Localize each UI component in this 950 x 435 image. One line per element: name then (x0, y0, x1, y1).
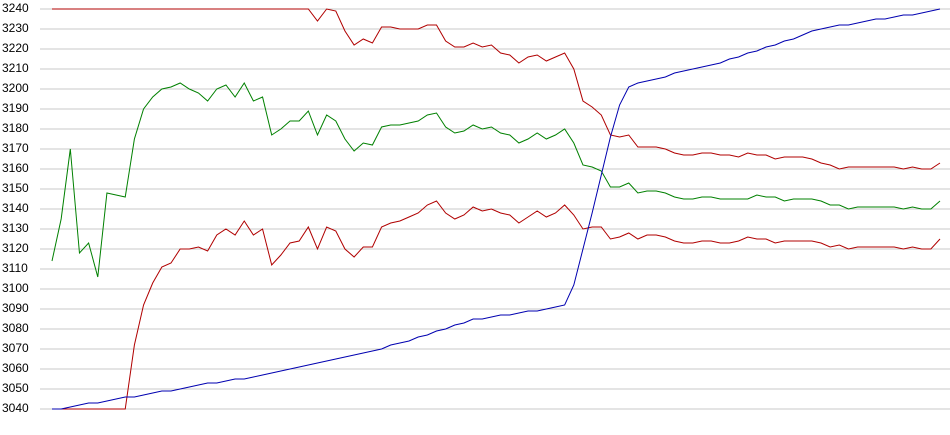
y-tick-label: 3160 (2, 161, 29, 175)
series-line (52, 8, 941, 170)
y-tick-label: 3200 (2, 81, 29, 95)
y-tick-label: 3040 (2, 401, 29, 415)
y-tick-label: 3150 (2, 181, 29, 195)
series-line (52, 8, 941, 410)
y-tick-label: 3090 (2, 301, 29, 315)
y-tick-label: 3130 (2, 221, 29, 235)
series-line (52, 200, 941, 410)
y-tick-label: 3060 (2, 361, 29, 375)
y-tick-label: 3050 (2, 381, 29, 395)
y-tick-label: 3190 (2, 101, 29, 115)
y-tick-label: 3110 (2, 261, 28, 275)
y-tick-label: 3230 (2, 21, 29, 35)
y-tick-label: 3080 (2, 321, 29, 335)
y-tick-label: 3120 (2, 241, 29, 255)
y-tick-label: 3170 (2, 141, 29, 155)
y-tick-label: 3240 (2, 1, 29, 15)
y-tick-label: 3180 (2, 121, 29, 135)
y-tick-label: 3070 (2, 341, 29, 355)
y-tick-label: 3100 (2, 281, 29, 295)
y-tick-label: 3140 (2, 201, 29, 215)
series-line (51, 82, 941, 278)
y-tick-label: 3220 (2, 41, 29, 55)
y-tick-label: 3210 (2, 61, 29, 75)
